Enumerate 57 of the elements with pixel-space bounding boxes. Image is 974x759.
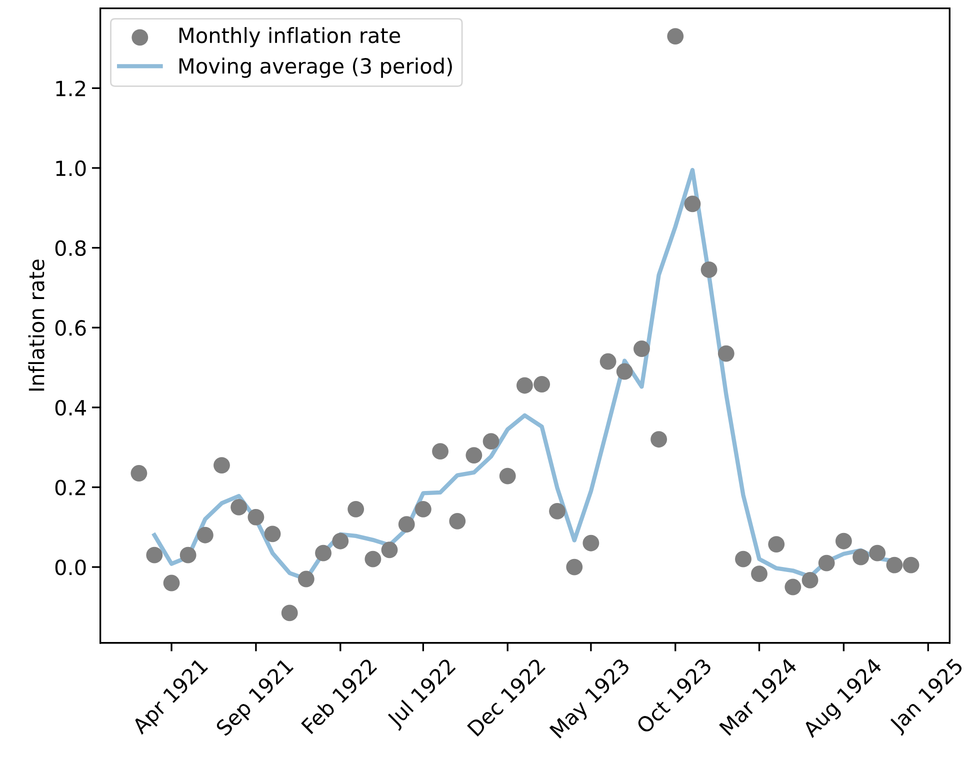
point (600, 353, 616, 370)
y-tick-label: 0.4 (55, 400, 86, 416)
point (449, 512, 466, 530)
point (616, 363, 633, 380)
point (768, 536, 785, 553)
y-tick-label: 0.6 (55, 320, 86, 336)
point (130, 465, 148, 482)
legend-label: Moving average (3 period) (179, 58, 452, 78)
point (751, 566, 768, 582)
point (180, 546, 196, 564)
point (163, 574, 180, 592)
point (735, 550, 752, 568)
point (835, 532, 852, 550)
y-tick-label: 0.2 (55, 480, 86, 496)
point (869, 544, 886, 562)
point (466, 447, 482, 464)
point (146, 546, 163, 564)
point (902, 556, 920, 574)
point (196, 526, 214, 544)
point (852, 548, 870, 566)
y-tick-label: 1.0 (56, 160, 86, 176)
point (248, 508, 264, 526)
point (398, 516, 415, 533)
point (281, 604, 298, 622)
y-tick-label: 0.0 (55, 560, 86, 576)
point (432, 443, 448, 460)
point (650, 431, 668, 448)
y-axis-title: Inflation rate (28, 260, 44, 391)
point (298, 570, 314, 588)
point (802, 572, 818, 588)
point (214, 457, 230, 474)
point (414, 500, 432, 518)
legend-label: Monthly inflation rate (179, 27, 400, 48)
point (381, 542, 398, 558)
point (818, 554, 835, 572)
point (499, 468, 516, 484)
y-tick-label: 1.2 (56, 80, 86, 96)
point (700, 262, 718, 278)
point (633, 340, 650, 357)
point (364, 550, 382, 568)
point (784, 578, 802, 596)
point (684, 196, 701, 212)
point (566, 558, 583, 576)
point (348, 500, 364, 518)
point (482, 433, 500, 450)
point (886, 556, 903, 574)
point (667, 28, 684, 44)
point (332, 532, 349, 550)
point (264, 526, 281, 542)
y-tick-label: 0.8 (55, 240, 86, 256)
point (718, 345, 734, 362)
point (549, 502, 566, 520)
point (230, 498, 248, 516)
point (534, 376, 550, 392)
point (582, 534, 600, 552)
point (516, 377, 533, 394)
point (315, 544, 332, 562)
